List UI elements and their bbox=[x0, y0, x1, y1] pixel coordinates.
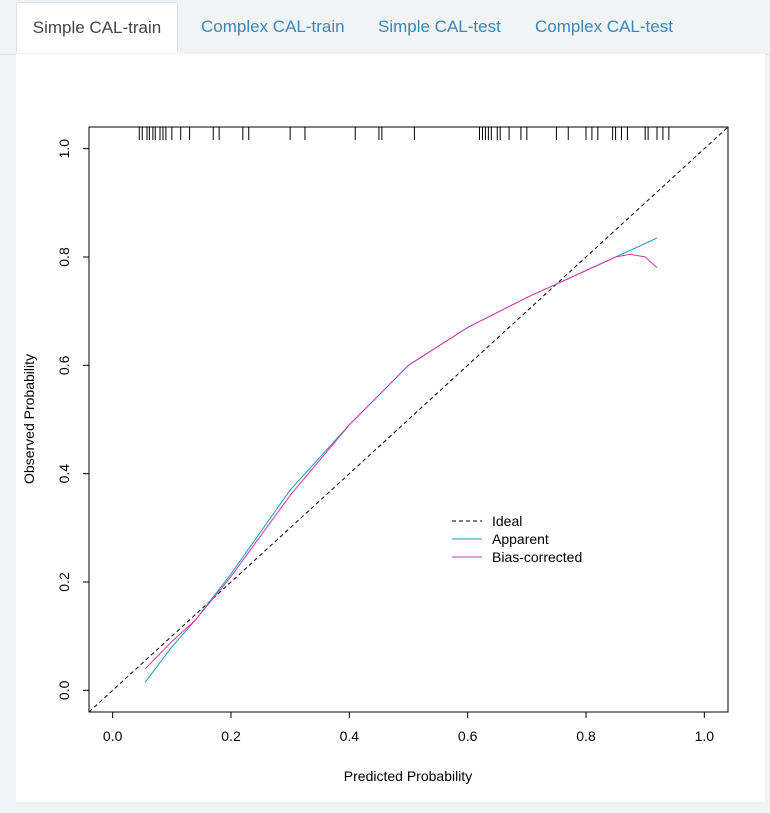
tab-panel: 0.0 0.2 0.4 0.6 0.8 1.0 0.0 0.2 0.4 0.6 0.8 1.0 Pre… bbox=[16, 54, 765, 802]
x-tick-label: 1.0 bbox=[695, 728, 715, 744]
series-ideal bbox=[88, 126, 729, 713]
series-lines bbox=[88, 126, 729, 713]
x-tick-label: 0.4 bbox=[340, 728, 360, 744]
y-tick-label: 0.4 bbox=[56, 464, 72, 484]
tab-simple-cal-train[interactable]: Simple CAL-train bbox=[16, 2, 178, 53]
tab-complex-cal-test[interactable]: Complex CAL-test bbox=[535, 17, 673, 36]
y-tick-label: 0.0 bbox=[56, 680, 72, 700]
x-axis-label: Predicted Probability bbox=[344, 768, 472, 784]
y-tick-label: 0.8 bbox=[56, 247, 72, 267]
y-tick-label: 1.0 bbox=[56, 139, 72, 159]
legend-label: Bias-corrected bbox=[492, 549, 582, 565]
x-tick-label: 0.6 bbox=[458, 728, 478, 744]
calibration-chart: 0.0 0.2 0.4 0.6 0.8 1.0 0.0 0.2 0.4 0.6 0.8 1.0 Pre… bbox=[21, 126, 729, 784]
x-tick-label: 0.8 bbox=[576, 728, 596, 744]
y-tick-label: 0.2 bbox=[56, 572, 72, 592]
rug-ticks bbox=[138, 127, 670, 140]
axes: 0.0 0.2 0.4 0.6 0.8 1.0 0.0 0.2 0.4 0.6 0.8 1.0 bbox=[56, 139, 714, 744]
y-axis-label: Observed Probability bbox=[21, 354, 37, 484]
tab-complex-cal-train[interactable]: Complex CAL-train bbox=[201, 17, 345, 36]
legend: Ideal Apparent Bias-corrected bbox=[452, 513, 582, 565]
legend-label: Apparent bbox=[492, 531, 549, 547]
x-tick-label: 0.0 bbox=[103, 728, 123, 744]
legend-label: Ideal bbox=[492, 513, 522, 529]
x-tick-label: 0.2 bbox=[221, 728, 241, 744]
tab-simple-cal-test[interactable]: Simple CAL-test bbox=[378, 17, 501, 36]
series-apparent bbox=[144, 237, 658, 683]
y-tick-label: 0.6 bbox=[56, 355, 72, 375]
tab-bar: Simple CAL-train Complex CAL-train Simpl… bbox=[0, 0, 770, 55]
series-bias-corrected bbox=[144, 253, 658, 670]
